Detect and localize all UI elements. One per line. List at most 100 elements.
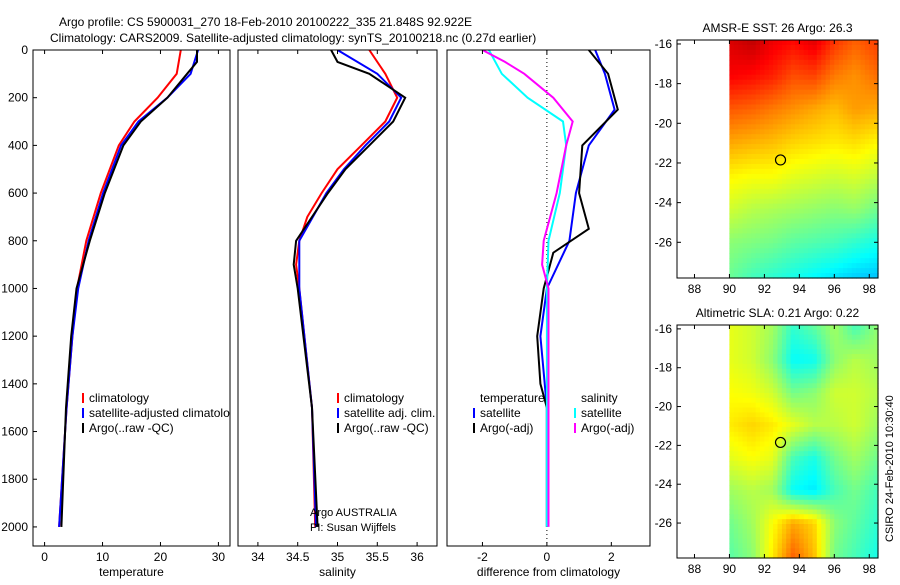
- map-cell: [755, 494, 761, 501]
- map-cell: [733, 383, 739, 389]
- map-cell: [764, 268, 770, 274]
- map-cell: [751, 383, 757, 389]
- map-cell: [847, 533, 853, 540]
- map-cell: [751, 475, 757, 481]
- map-cell: [790, 159, 796, 165]
- map-cell: [838, 426, 844, 433]
- map-cell: [825, 441, 831, 447]
- map-cell: [751, 45, 757, 51]
- map-cell: [777, 509, 783, 515]
- map-cell: [860, 422, 866, 428]
- map-cell: [781, 407, 787, 413]
- map-cell: [838, 203, 844, 210]
- map-cell: [733, 475, 739, 481]
- map-cell: [768, 339, 774, 346]
- map-cell: [773, 325, 779, 331]
- map-cell: [860, 59, 866, 66]
- map-cell: [808, 59, 814, 66]
- map-cell: [838, 388, 844, 394]
- map-cell: [790, 134, 796, 140]
- map-cell: [821, 446, 827, 452]
- map-cell: [764, 553, 770, 559]
- map-cell: [829, 417, 835, 423]
- map-cell: [816, 553, 822, 559]
- map-cell: [755, 193, 761, 200]
- map-cell: [873, 228, 879, 234]
- map-cell: [760, 193, 765, 200]
- map-cell: [856, 349, 862, 355]
- map-cell: [812, 514, 818, 520]
- map-cell: [742, 213, 748, 220]
- map-cell: [856, 273, 862, 279]
- map-cell: [760, 363, 765, 370]
- map-cell: [856, 134, 862, 140]
- map-cell: [860, 368, 866, 375]
- map-cell: [829, 263, 835, 269]
- map-cell: [860, 528, 866, 535]
- map-cell: [795, 99, 800, 106]
- map-cell: [808, 223, 814, 230]
- map-cell: [733, 329, 739, 336]
- map-cell: [829, 109, 835, 115]
- map-cell: [829, 490, 835, 496]
- map-cell: [829, 79, 835, 86]
- map-cell: [729, 213, 735, 220]
- map-cell: [829, 329, 835, 336]
- map-cell: [860, 460, 866, 467]
- map-cell: [860, 344, 866, 350]
- map-cell: [773, 354, 779, 360]
- map-cell: [873, 354, 879, 360]
- map-cell: [843, 258, 848, 264]
- map-cell: [799, 223, 805, 230]
- map-cell: [816, 203, 822, 210]
- map-cell: [773, 465, 779, 472]
- map-cell: [799, 329, 805, 336]
- map-cell: [760, 218, 765, 225]
- map-cell: [781, 129, 787, 135]
- map-cell: [795, 124, 800, 130]
- map-cell: [738, 124, 744, 130]
- map-cell: [755, 238, 761, 244]
- map-cell: [755, 233, 761, 239]
- map-cell: [764, 431, 770, 438]
- map-cell: [851, 519, 857, 525]
- map-cell: [768, 178, 774, 185]
- map-cell: [773, 504, 779, 511]
- map-cell: [821, 417, 827, 423]
- map-cell: [851, 446, 857, 452]
- map-cell: [729, 154, 735, 160]
- series-line-salinity-argo-adj-: [481, 50, 574, 527]
- map-cell: [773, 139, 779, 145]
- map-cell: [790, 79, 796, 86]
- map-cell: [738, 253, 744, 259]
- map-cell: [847, 129, 853, 135]
- map-cell: [760, 354, 765, 360]
- map-cell: [869, 159, 875, 165]
- map-cell: [821, 99, 827, 106]
- map-cell: [773, 417, 779, 423]
- map-cell: [742, 159, 748, 165]
- y-tick-label: -20: [655, 400, 673, 414]
- map-cell: [860, 451, 866, 457]
- map-cell: [738, 134, 744, 140]
- map-cell: [799, 368, 805, 375]
- map-cell: [755, 89, 761, 96]
- map-cell: [864, 417, 870, 423]
- map-cell: [873, 548, 879, 554]
- map-cell: [799, 553, 805, 559]
- map-cell: [816, 159, 822, 165]
- map-cell: [729, 504, 735, 511]
- map-cell: [843, 397, 848, 404]
- map-cell: [790, 519, 796, 525]
- map-cell: [838, 538, 844, 545]
- map-cell: [777, 553, 783, 559]
- map-cell: [799, 378, 805, 384]
- map-cell: [873, 89, 879, 96]
- map-cell: [781, 368, 787, 375]
- map-cell: [768, 417, 774, 423]
- map-cell: [869, 243, 875, 249]
- map-cell: [755, 223, 761, 230]
- map-cell: [733, 114, 739, 120]
- map-cell: [790, 198, 796, 205]
- map-cell: [851, 538, 857, 545]
